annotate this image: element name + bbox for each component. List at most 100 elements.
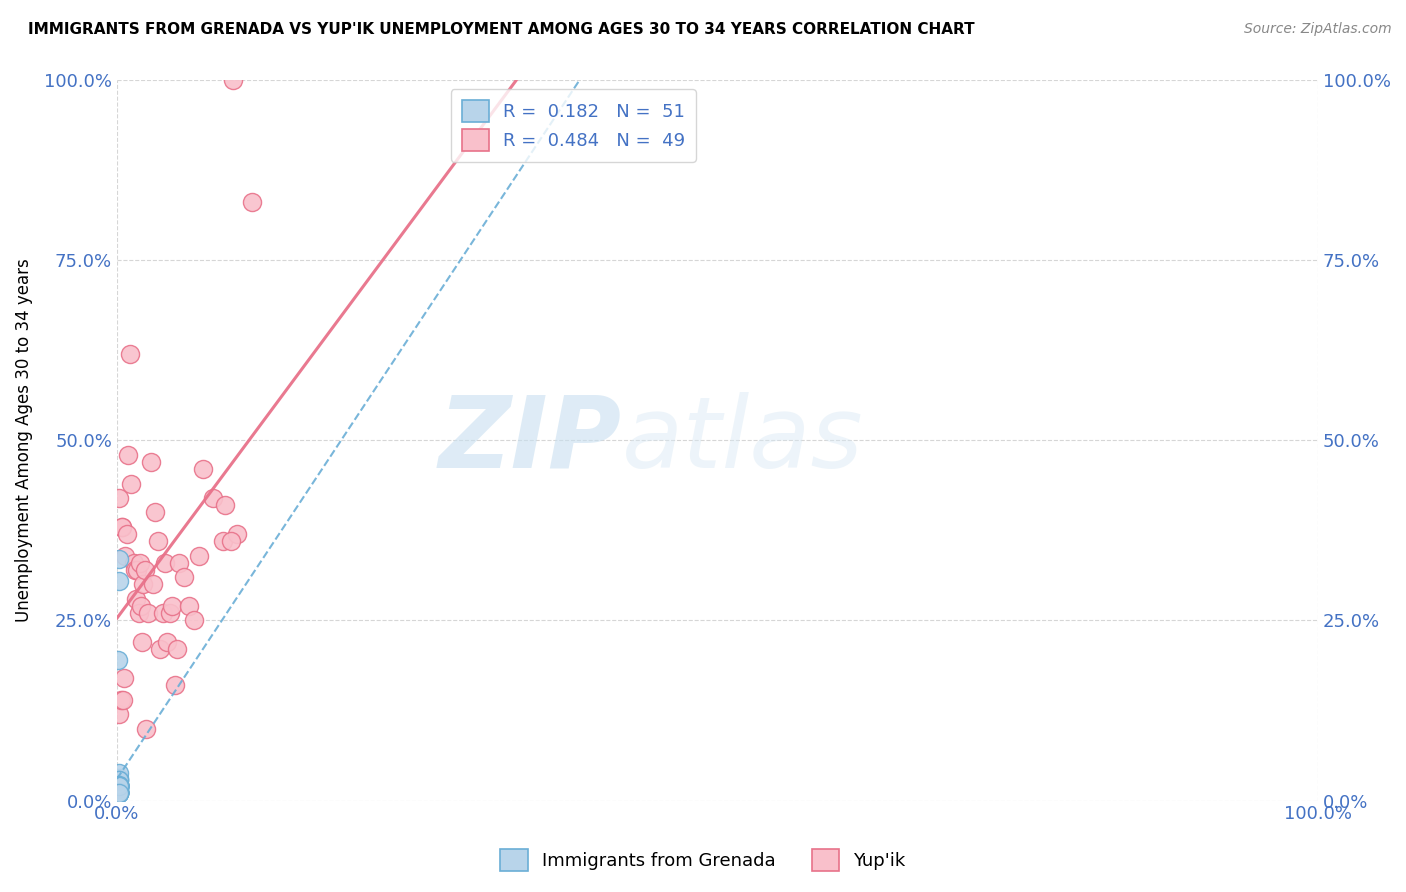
Point (108, 786, 131, 800)
Point (107, 780, 129, 794)
Point (107, 780, 129, 795)
Point (122, 556, 145, 570)
Point (149, 642, 172, 657)
Point (108, 785, 131, 799)
Point (107, 780, 129, 795)
Legend: Immigrants from Grenada, Yup'ik: Immigrants from Grenada, Yup'ik (494, 842, 912, 879)
Point (159, 607, 181, 621)
Point (107, 785, 129, 799)
Point (146, 534, 169, 549)
Point (120, 476, 142, 491)
Point (108, 779, 131, 793)
Point (202, 491, 225, 505)
Point (110, 692, 132, 706)
Point (108, 778, 131, 792)
Point (108, 778, 131, 792)
Point (107, 653, 129, 667)
Legend: R =  0.182   N =  51, R =  0.484   N =  49: R = 0.182 N = 51, R = 0.484 N = 49 (451, 89, 696, 162)
Point (108, 779, 131, 793)
Point (111, 692, 134, 706)
Point (125, 591, 148, 606)
Point (107, 785, 129, 799)
Point (108, 491, 131, 505)
Point (107, 779, 129, 793)
Point (107, 552, 129, 566)
Point (108, 779, 131, 793)
Point (108, 773, 131, 788)
Point (107, 779, 129, 793)
Point (108, 786, 131, 800)
Point (108, 574, 131, 588)
Point (136, 607, 159, 621)
Point (114, 549, 136, 563)
Text: atlas: atlas (621, 392, 863, 489)
Text: ZIP: ZIP (439, 392, 621, 489)
Point (108, 786, 131, 800)
Point (108, 786, 131, 800)
Point (107, 786, 129, 800)
Point (112, 671, 135, 685)
Point (120, 347, 142, 361)
Point (108, 773, 131, 788)
Point (107, 779, 129, 793)
Point (219, 534, 242, 549)
Point (108, 779, 131, 793)
Point (108, 766, 131, 780)
Point (152, 607, 174, 621)
Point (132, 577, 155, 591)
Point (115, 527, 138, 541)
Point (214, 498, 236, 512)
Point (173, 570, 195, 584)
Point (108, 779, 131, 793)
Point (108, 779, 131, 793)
Point (222, 73, 245, 87)
Point (107, 780, 129, 794)
Point (145, 505, 167, 519)
Point (107, 779, 129, 793)
Text: Source: ZipAtlas.com: Source: ZipAtlas.com (1244, 22, 1392, 37)
Point (131, 635, 153, 649)
Point (166, 642, 188, 657)
Point (108, 778, 131, 792)
Point (160, 599, 183, 613)
Point (111, 520, 134, 534)
Point (128, 556, 150, 570)
Point (128, 607, 150, 621)
Point (156, 635, 179, 649)
Point (107, 786, 129, 800)
Point (108, 779, 131, 793)
Point (169, 556, 191, 570)
Point (193, 462, 215, 476)
Point (139, 455, 162, 469)
Point (108, 780, 131, 795)
Point (107, 785, 129, 799)
Point (108, 786, 131, 800)
Point (107, 785, 129, 799)
Point (183, 614, 205, 628)
Point (107, 785, 129, 799)
Point (107, 773, 129, 788)
Point (108, 771, 131, 785)
Point (107, 773, 129, 788)
Point (108, 778, 131, 792)
Point (187, 549, 209, 563)
Point (129, 599, 152, 613)
Point (124, 563, 146, 577)
Point (135, 722, 157, 736)
Point (108, 707, 131, 722)
Point (211, 534, 233, 549)
Point (153, 556, 176, 570)
Point (240, 195, 263, 210)
Point (107, 785, 129, 799)
Point (107, 780, 129, 794)
Point (111, 520, 134, 534)
Point (107, 773, 129, 788)
Y-axis label: Unemployment Among Ages 30 to 34 years: Unemployment Among Ages 30 to 34 years (15, 259, 32, 623)
Point (107, 780, 129, 794)
Point (107, 779, 129, 793)
Point (117, 448, 139, 462)
Text: IMMIGRANTS FROM GRENADA VS YUP'IK UNEMPLOYMENT AMONG AGES 30 TO 34 YEARS CORRELA: IMMIGRANTS FROM GRENADA VS YUP'IK UNEMPL… (28, 22, 974, 37)
Point (107, 785, 129, 799)
Point (163, 678, 186, 692)
Point (107, 780, 129, 794)
